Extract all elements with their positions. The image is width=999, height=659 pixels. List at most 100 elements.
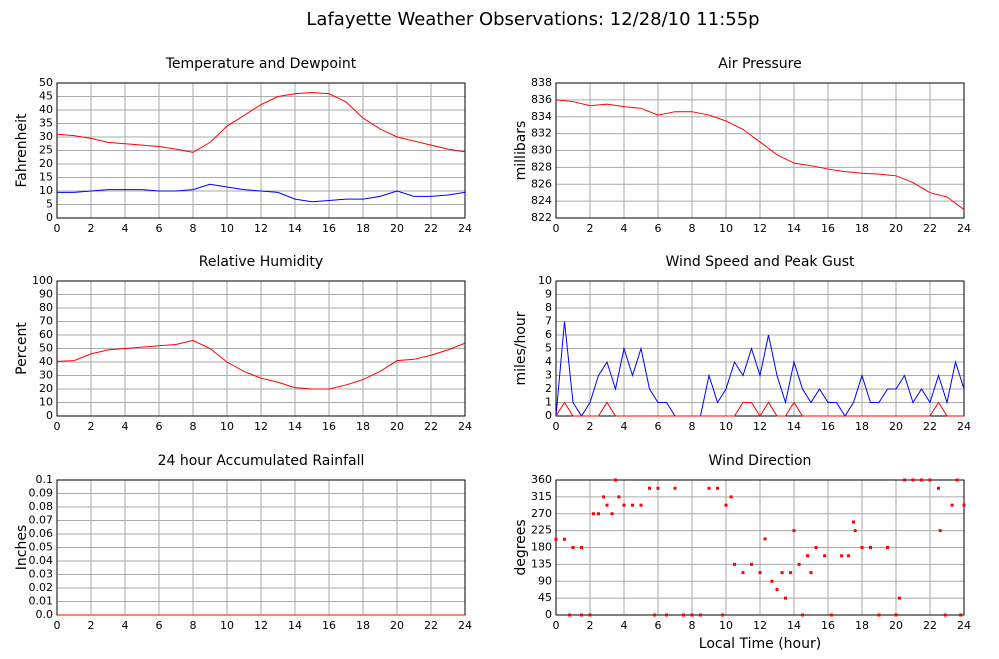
page-title: Lafayette Weather Observations: 12/28/10…: [306, 9, 759, 30]
point: [580, 546, 583, 549]
point: [823, 554, 827, 558]
y-tick-label: 0.05: [29, 541, 54, 554]
y-tick-label: 4: [545, 355, 552, 368]
point: [775, 588, 779, 591]
x-tick-label: 6: [156, 222, 163, 235]
panel-title: Relative Humidity: [199, 254, 323, 270]
x-tick-label: 10: [719, 420, 733, 433]
plot-frame: [555, 82, 965, 219]
x-tick-label: 18: [356, 420, 370, 433]
point: [959, 613, 963, 617]
y-tick-label: 834: [531, 110, 552, 123]
x-tick-label: 2: [587, 222, 594, 235]
y-axis-label: Fahrenheit: [14, 113, 30, 188]
x-tick-label: 8: [190, 222, 197, 235]
x-tick-label: 22: [424, 420, 438, 433]
point: [938, 529, 942, 533]
x-tick-label: 2: [88, 222, 95, 235]
x-tick-label: 24: [957, 222, 971, 235]
x-tick-label: 4: [621, 420, 628, 433]
x-tick-label: 18: [855, 222, 869, 235]
x-tick-label: 18: [356, 619, 370, 632]
point: [950, 503, 954, 507]
point: [750, 562, 753, 566]
y-tick-label: 5: [545, 342, 552, 355]
point: [937, 486, 940, 490]
x-tick-label: 0: [54, 222, 61, 235]
x-tick-label: 18: [356, 222, 370, 235]
point: [554, 537, 558, 541]
x-tick-label: 2: [88, 619, 95, 632]
y-tick-label: 80: [39, 301, 53, 314]
x-tick-label: 4: [122, 222, 129, 235]
y-tick-label: 30: [39, 369, 53, 382]
x-tick-label: 8: [689, 222, 696, 235]
point: [656, 486, 660, 490]
y-tick-label: 50: [39, 76, 53, 89]
y-tick-label: 5: [46, 198, 53, 211]
y-tick-label: 90: [39, 288, 53, 301]
series-line: [56, 339, 466, 390]
point: [729, 495, 733, 499]
point: [797, 562, 801, 566]
x-tick-label: 6: [655, 619, 662, 632]
y-tick-label: 8: [545, 301, 552, 314]
point: [840, 554, 844, 558]
x-tick-label: 24: [458, 420, 472, 433]
y-tick-label: 90: [538, 574, 552, 587]
point: [886, 546, 889, 549]
y-tick-label: 15: [39, 171, 53, 184]
x-tick-label: 10: [220, 222, 234, 235]
y-tick-label: 0.03: [29, 568, 54, 581]
y-tick-label: 0.09: [29, 487, 54, 500]
point: [784, 596, 787, 600]
x-tick-label: 14: [787, 619, 801, 632]
point: [897, 596, 901, 600]
point: [852, 520, 855, 524]
y-tick-label: 40: [39, 355, 53, 368]
point: [690, 613, 694, 617]
point: [758, 571, 762, 575]
y-tick-label: 10: [538, 274, 552, 287]
x-tick-label: 0: [553, 420, 560, 433]
x-tick-label: 10: [220, 420, 234, 433]
y-tick-label: 0: [46, 211, 53, 224]
point: [653, 613, 657, 617]
x-tick-label: 0: [553, 222, 560, 235]
y-axis-label: Percent: [14, 322, 30, 375]
x-tick-label: 20: [390, 222, 404, 235]
y-axis-label: Inches: [14, 525, 30, 570]
x-tick-label: 14: [288, 420, 302, 433]
point: [673, 486, 677, 490]
point: [563, 537, 566, 541]
y-tick-label: 3: [545, 369, 552, 382]
plot-frame: [56, 82, 466, 219]
x-tick-label: 24: [458, 222, 472, 235]
x-tick-label: 4: [621, 222, 628, 235]
y-tick-label: 20: [39, 157, 53, 170]
y-tick-label: 6: [545, 328, 552, 341]
x-tick-label: 12: [254, 222, 268, 235]
y-tick-label: 60: [39, 328, 53, 341]
y-tick-label: 838: [531, 76, 552, 89]
point: [809, 571, 813, 575]
x-tick-label: 8: [689, 420, 696, 433]
series-line: [555, 99, 965, 210]
x-tick-label: 16: [821, 222, 835, 235]
x-tick-label: 10: [220, 619, 234, 632]
x-tick-label: 8: [689, 619, 696, 632]
y-tick-label: 0.06: [29, 527, 54, 540]
series-line: [56, 91, 466, 153]
point: [571, 546, 575, 549]
point: [741, 571, 745, 575]
y-tick-label: 70: [39, 315, 53, 328]
y-tick-label: 828: [531, 160, 552, 173]
y-tick-label: 20: [39, 382, 53, 395]
x-tick-label: 16: [322, 222, 336, 235]
x-tick-label: 6: [655, 420, 662, 433]
point: [911, 478, 915, 482]
x-tick-label: 4: [621, 619, 628, 632]
panel-title: Wind Direction: [709, 453, 812, 469]
y-tick-label: 7: [545, 315, 552, 328]
